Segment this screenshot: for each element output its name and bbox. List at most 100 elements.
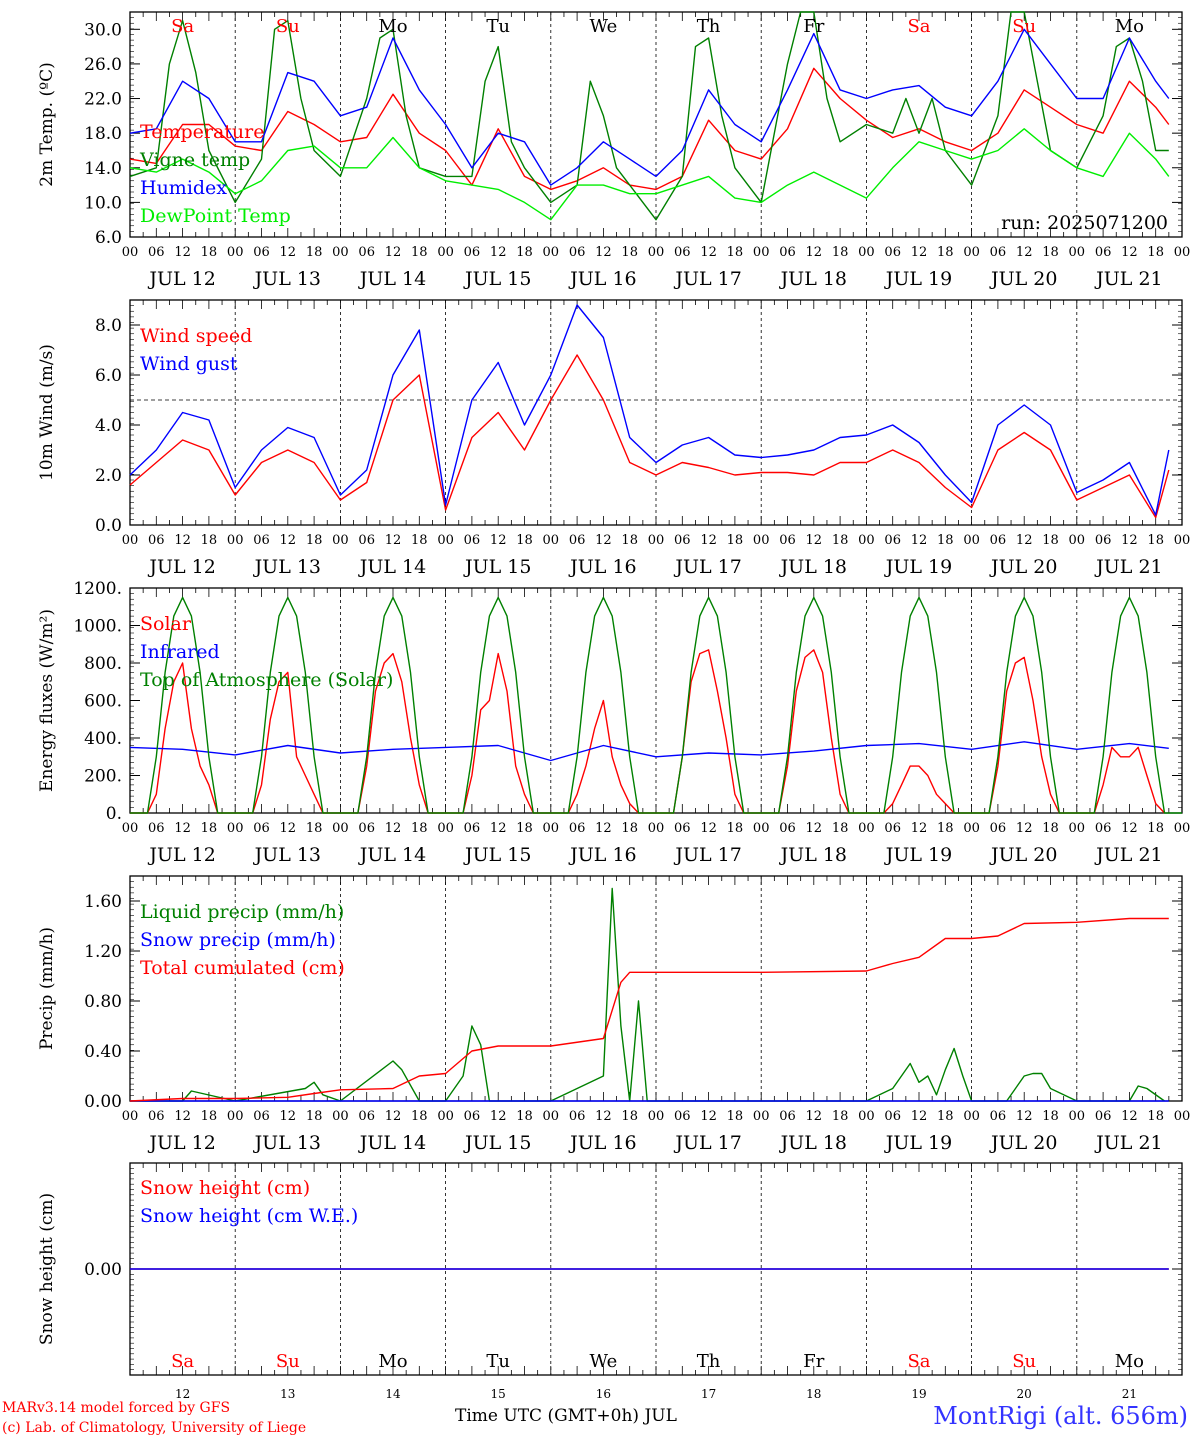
- date-label: JUL 15: [463, 1132, 531, 1154]
- y-axis-label: 2m Temp. (ºC): [37, 62, 57, 187]
- date-label: JUL 20: [989, 556, 1057, 578]
- date-label: JUL 16: [568, 268, 636, 290]
- hour-label: 12: [595, 1109, 612, 1124]
- hour-label: 12: [1121, 821, 1138, 836]
- hour-label: 06: [1095, 821, 1112, 836]
- panel-5: [129, 1162, 1183, 1376]
- hour-label: 00: [1174, 245, 1191, 260]
- hour-label: 18: [306, 533, 323, 548]
- legend-entry: Infrared: [140, 641, 220, 663]
- hour-label: 06: [358, 1109, 375, 1124]
- hour-label: 18: [621, 245, 638, 260]
- hour-label: 12: [911, 533, 928, 548]
- hour-label: 18: [1147, 245, 1164, 260]
- hour-label: 12: [595, 245, 612, 260]
- hour-label: 00: [858, 533, 875, 548]
- day-number-label: 12: [175, 1387, 190, 1401]
- hour-label: 06: [148, 533, 165, 548]
- hour-label: 00: [753, 533, 770, 548]
- hour-label: 18: [621, 533, 638, 548]
- date-label: JUL 19: [884, 1132, 952, 1154]
- weekday-label: Sa: [171, 1351, 194, 1372]
- hour-label: 12: [174, 533, 191, 548]
- day-number-label: 17: [701, 1387, 716, 1401]
- legend-entry: Temperature: [140, 121, 264, 143]
- y-tick-label: 2.0: [95, 466, 122, 486]
- y-tick-label: 200.: [84, 767, 122, 787]
- hour-label: 00: [437, 533, 454, 548]
- date-label: JUL 21: [1094, 844, 1162, 866]
- hour-label: 00: [648, 1109, 665, 1124]
- y-tick-label: 6.0: [95, 228, 122, 248]
- panel-3: [129, 587, 1183, 814]
- y-tick-label: 0.40: [84, 1042, 122, 1062]
- hour-label: 00: [227, 1109, 244, 1124]
- hour-label: 00: [332, 821, 349, 836]
- date-label: JUL 14: [358, 1132, 426, 1154]
- hour-label: 12: [806, 1109, 823, 1124]
- hour-label: 00: [963, 1109, 980, 1124]
- hour-label: 06: [464, 821, 481, 836]
- hour-label: 18: [516, 245, 533, 260]
- hour-label: 18: [201, 533, 218, 548]
- hour-label: 06: [253, 533, 270, 548]
- hour-label: 00: [1174, 821, 1191, 836]
- y-tick-label: 1.20: [84, 942, 122, 962]
- date-label: JUL 16: [568, 556, 636, 578]
- legend-entry: Wind gust: [140, 353, 238, 375]
- legend-entry: Vigne temp: [139, 149, 250, 171]
- hour-label: 06: [990, 245, 1007, 260]
- hour-label: 12: [700, 821, 717, 836]
- date-label: JUL 13: [253, 1132, 321, 1154]
- y-tick-label: 4.0: [95, 416, 122, 436]
- date-label: JUL 15: [463, 844, 531, 866]
- hour-label: 06: [674, 821, 691, 836]
- day-number-label: 18: [806, 1387, 821, 1401]
- weekday-label: We: [590, 16, 618, 37]
- weekday-label: Sa: [907, 16, 930, 37]
- hour-label: 12: [595, 821, 612, 836]
- hour-label: 18: [516, 1109, 533, 1124]
- day-number-label: 20: [1017, 1387, 1032, 1401]
- legend-entry: Liquid precip (mm/h): [140, 901, 344, 923]
- date-label: JUL 14: [358, 844, 426, 866]
- hour-label: 00: [1069, 821, 1086, 836]
- day-number-label: 16: [596, 1387, 611, 1401]
- weekday-label: Mo: [378, 1351, 407, 1372]
- panel-frame: [129, 11, 1183, 238]
- weekday-label: Sa: [907, 1351, 930, 1372]
- hour-label: 12: [806, 533, 823, 548]
- hour-label: 00: [543, 533, 560, 548]
- series-line-1-1: [129, 67, 1170, 191]
- series-line-2-1: [129, 354, 1170, 519]
- date-label: JUL 16: [568, 1132, 636, 1154]
- hour-label: 06: [253, 1109, 270, 1124]
- hour-label: 06: [253, 245, 270, 260]
- hour-label: 12: [700, 533, 717, 548]
- y-tick-label: 10.0: [84, 193, 122, 213]
- hour-label: 06: [1095, 533, 1112, 548]
- hour-label: 12: [174, 1109, 191, 1124]
- hour-label: 18: [1042, 1109, 1059, 1124]
- hour-label: 00: [648, 533, 665, 548]
- date-label: JUL 19: [884, 268, 952, 290]
- hour-label: 00: [1069, 533, 1086, 548]
- hour-label: 18: [411, 533, 428, 548]
- date-label: JUL 16: [568, 844, 636, 866]
- hour-label: 06: [990, 533, 1007, 548]
- hour-label: 18: [832, 821, 849, 836]
- hour-label: 12: [700, 1109, 717, 1124]
- hour-label: 18: [306, 821, 323, 836]
- hour-label: 12: [1121, 245, 1138, 260]
- hour-label: 00: [963, 533, 980, 548]
- hour-label: 00: [332, 533, 349, 548]
- hour-label: 12: [280, 1109, 297, 1124]
- date-label: JUL 20: [989, 844, 1057, 866]
- series-line-3-2: [129, 741, 1169, 762]
- hour-label: 12: [1121, 533, 1138, 548]
- date-label: JUL 18: [779, 844, 847, 866]
- hour-label: 12: [280, 821, 297, 836]
- weekday-label: We: [590, 1351, 618, 1372]
- series-line-3-3: [130, 596, 1182, 814]
